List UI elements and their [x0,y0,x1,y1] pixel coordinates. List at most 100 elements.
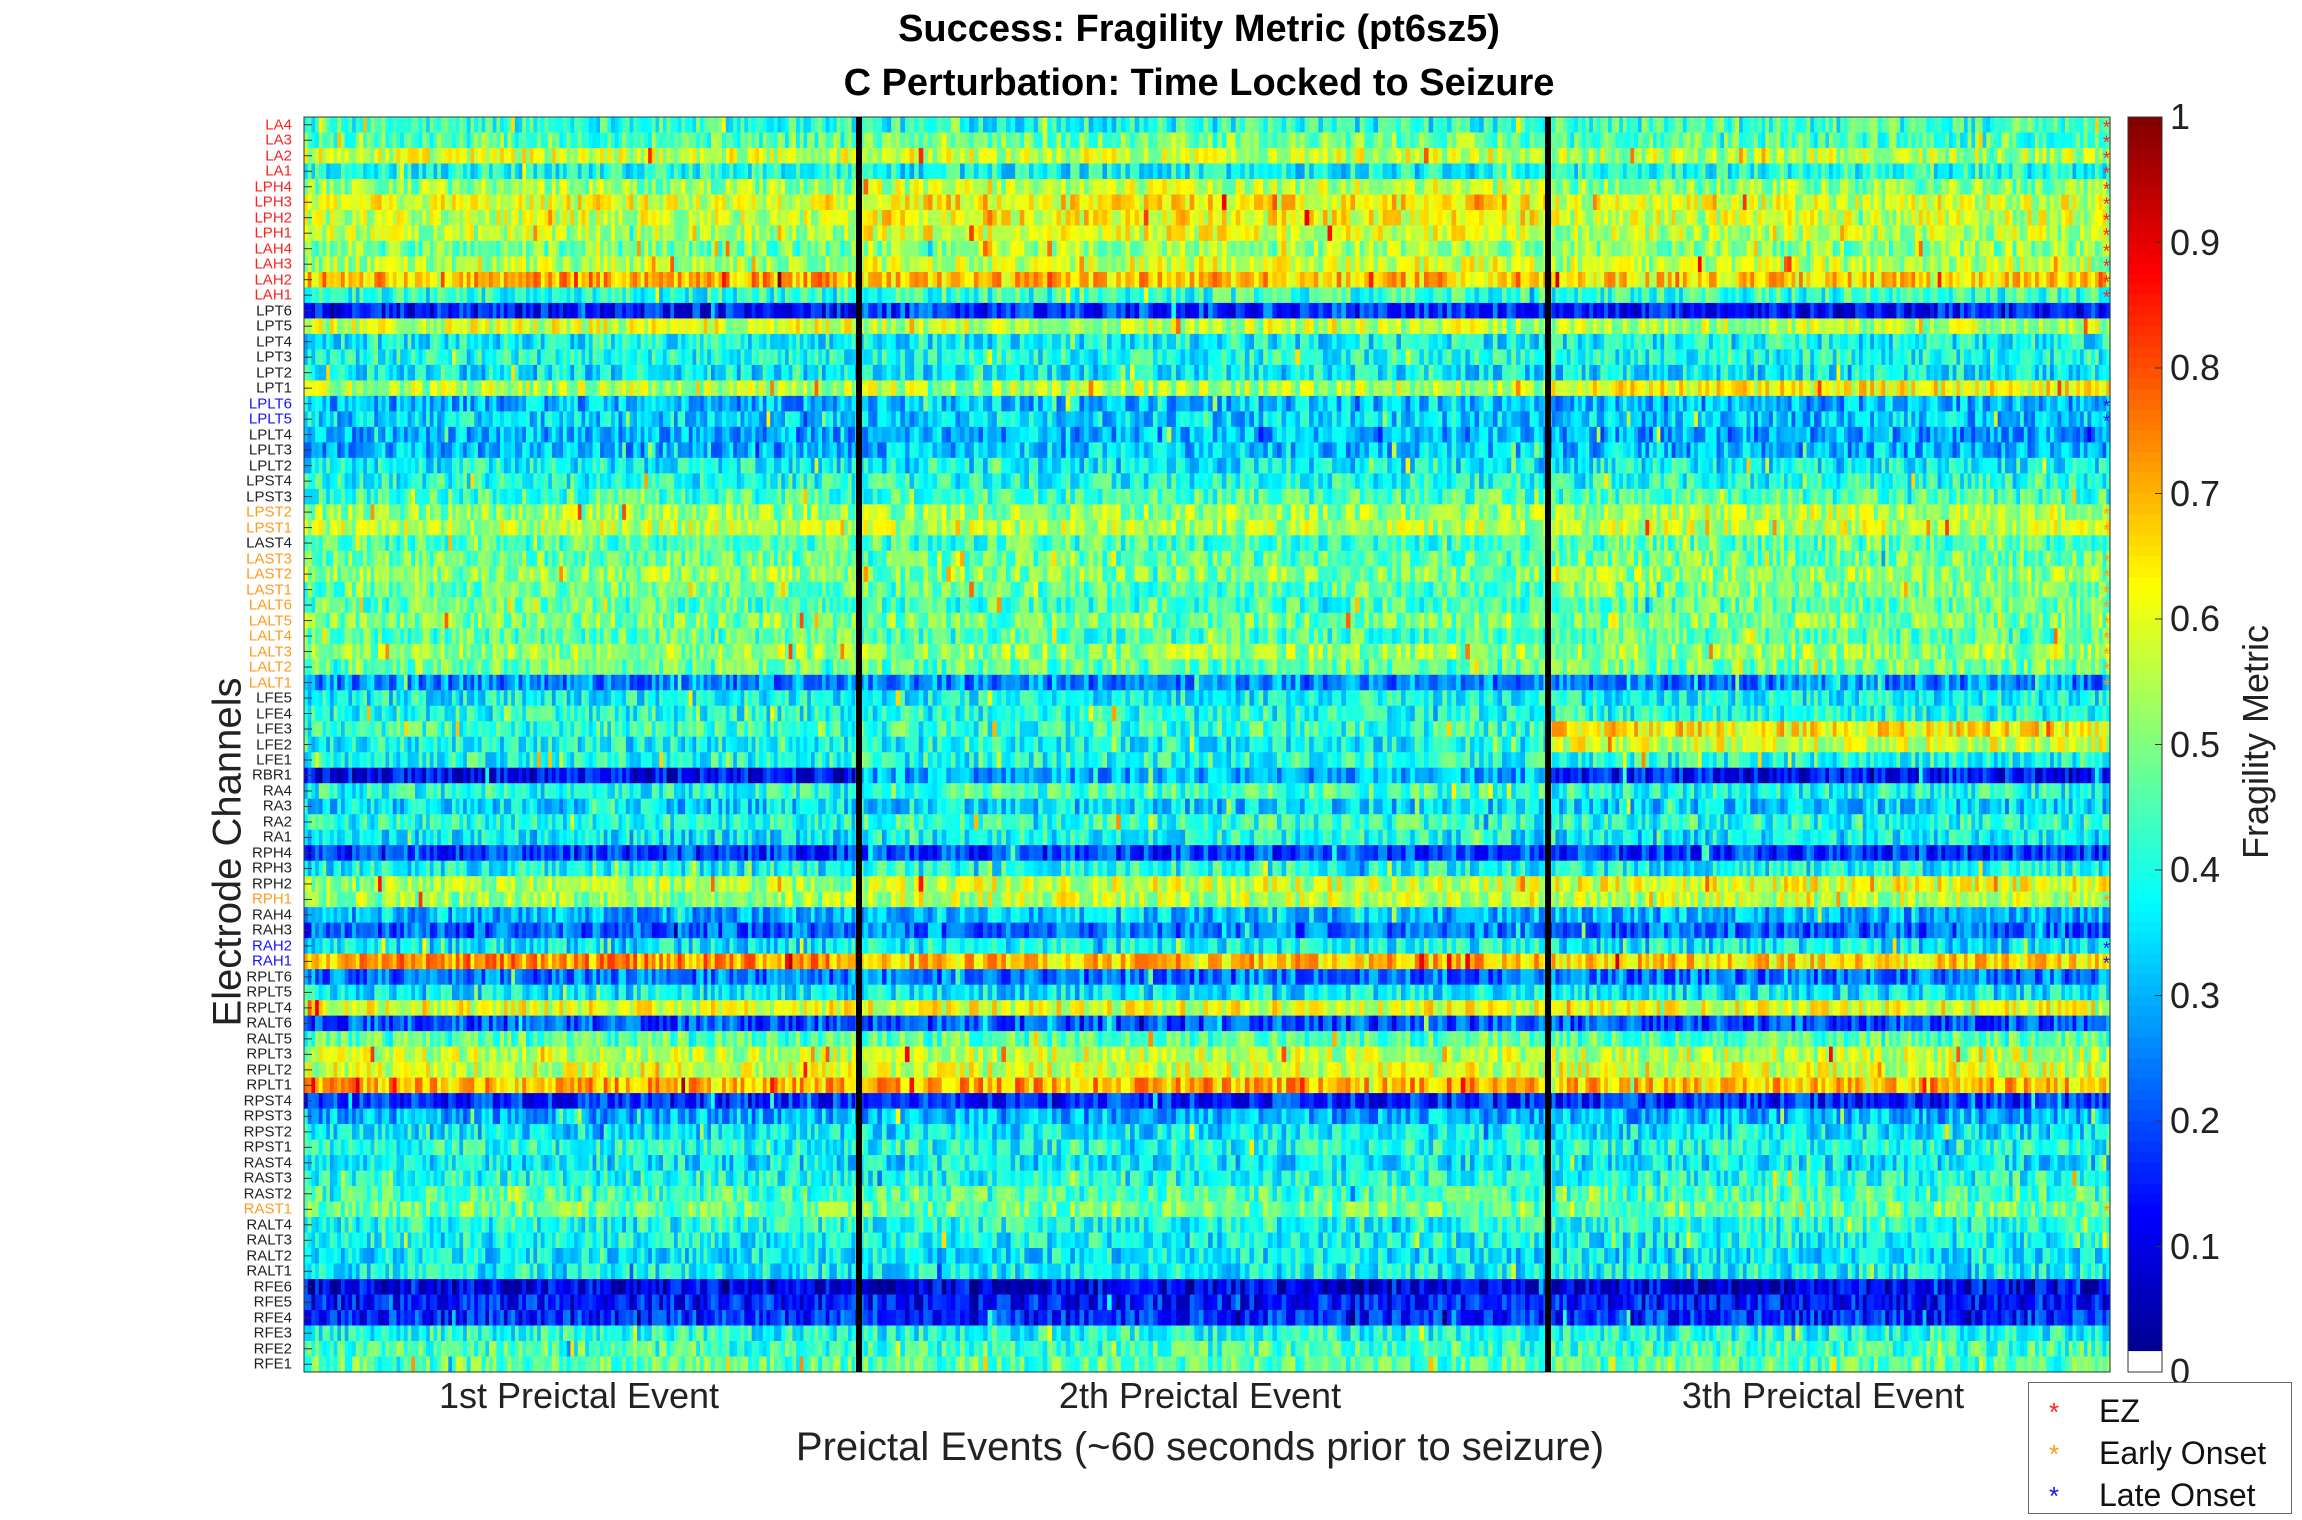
channel-label: RALT5 [246,1031,292,1046]
channel-label: LALT2 [249,660,292,675]
heatmap-row [304,566,2111,582]
legend-late-marker: * [2049,1481,2059,1512]
channel-label: RALT4 [246,1217,292,1232]
heatmap-row [304,163,2111,179]
heatmap-row [304,1093,2111,1109]
channel-label: LFE5 [256,691,292,706]
heatmap-row [304,845,2111,861]
heatmap-row [304,1062,2111,1078]
colorbar-tick-label: 0.8 [2170,347,2220,389]
channel-label: LPT6 [256,303,292,318]
channel-label: LFE2 [256,737,292,752]
channel-early-marker: * [2103,521,2110,539]
channel-label: RPH3 [252,861,292,876]
channel-early-marker: * [2103,676,2110,694]
heatmap-row [304,1202,2111,1218]
heatmap-row [304,938,2111,954]
heatmap-row [304,768,2111,784]
channel-label: RPST2 [244,1124,292,1139]
channel-label: RA4 [263,783,292,798]
channel-late-marker: * [2103,955,2110,973]
channel-label: RPH2 [252,876,292,891]
channel-label: LPLT6 [249,396,292,411]
channel-label: RBR1 [252,768,292,783]
heatmap-row [304,1279,2111,1295]
channel-label: RAH2 [252,938,292,953]
channel-label: LPT1 [256,381,292,396]
channel-label: RPLT3 [246,1047,292,1062]
channel-label: LFE3 [256,722,292,737]
heatmap-row [304,969,2111,985]
heatmap-row [304,380,2111,396]
legend-ez-label: EZ [2099,1393,2140,1430]
colorbar-tick-label: 0.7 [2170,473,2220,515]
channel-label: LPST4 [246,474,292,489]
heatmap-row [304,551,2111,567]
channel-label: LPH4 [254,179,292,194]
channel-label: RA2 [263,814,292,829]
heatmap-row [304,365,2111,381]
legend-item-early: * Early Onset [2029,1433,2291,1473]
channel-label: RPST4 [244,1093,292,1108]
channel-label: RALT1 [246,1264,292,1279]
heatmap-row [304,1155,2111,1171]
heatmap-row [304,489,2111,505]
channel-label: LA2 [265,148,292,163]
heatmap-row [304,1357,2111,1373]
heatmap-row [304,752,2111,768]
channel-label: LPT5 [256,319,292,334]
heatmap-row [304,411,2111,427]
heatmap-row [304,1016,2111,1032]
channel-label: LFE4 [256,706,292,721]
colorbar-tick-label: 1 [2170,96,2190,138]
heatmap-row [304,613,2111,629]
channel-label: LPLT5 [249,412,292,427]
channel-label: RFE6 [254,1279,292,1294]
legend-item-ez: * EZ [2029,1391,2291,1431]
heatmap-row [304,861,2111,877]
colorbar-tick-label: 0.6 [2170,598,2220,640]
x-axis-label: Preictal Events (~60 seconds prior to se… [796,1425,1604,1470]
y-ticks [304,125,312,1365]
heatmap-row [304,907,2111,923]
heatmap-row [304,628,2111,644]
channel-label: RALT3 [246,1233,292,1248]
x-category-2: 2th Preictal Event [1059,1375,1341,1417]
heatmap-row [304,1264,2111,1280]
channel-label: LAH4 [254,241,292,256]
heatmap-row [304,1124,2111,1140]
heatmap-row [304,675,2111,691]
heatmap-row [304,1140,2111,1156]
heatmap-row [304,148,2111,164]
heatmap-row [304,194,2111,210]
chart-subtitle: C Perturbation: Time Locked to Seizure [304,62,2094,105]
channel-label: LAST4 [246,536,292,551]
heatmap-row [304,1000,2111,1016]
legend-early-label: Early Onset [2099,1435,2266,1472]
heatmap-row [304,1217,2111,1233]
channel-label: LPST1 [246,520,292,535]
heatmap-row [304,117,2111,133]
channel-label: LAH1 [254,288,292,303]
channel-late-marker: * [2103,413,2110,431]
colorbar-tick-label: 0.2 [2170,1100,2220,1142]
heatmap-row [304,985,2111,1001]
heatmap-row [304,1233,2111,1249]
heatmap-row [304,132,2111,148]
x-category-1: 1st Preictal Event [439,1375,719,1417]
heatmap-row [304,876,2111,892]
colorbar-tick-label: 0.1 [2170,1226,2220,1268]
heatmap-row [304,303,2111,319]
heatmap-row [304,1341,2111,1357]
channel-label: RPLT4 [246,1000,292,1015]
legend: * EZ * Early Onset * Late Onset [2028,1382,2292,1514]
channel-label: LAST3 [246,551,292,566]
channel-label: RFE4 [254,1310,292,1325]
channel-label: LAH2 [254,272,292,287]
channel-label: LALT1 [249,675,292,690]
channel-label: RPST3 [244,1109,292,1124]
legend-item-late: * Late Onset [2029,1475,2291,1515]
heatmap-row [304,1047,2111,1063]
channel-label: RPLT2 [246,1062,292,1077]
